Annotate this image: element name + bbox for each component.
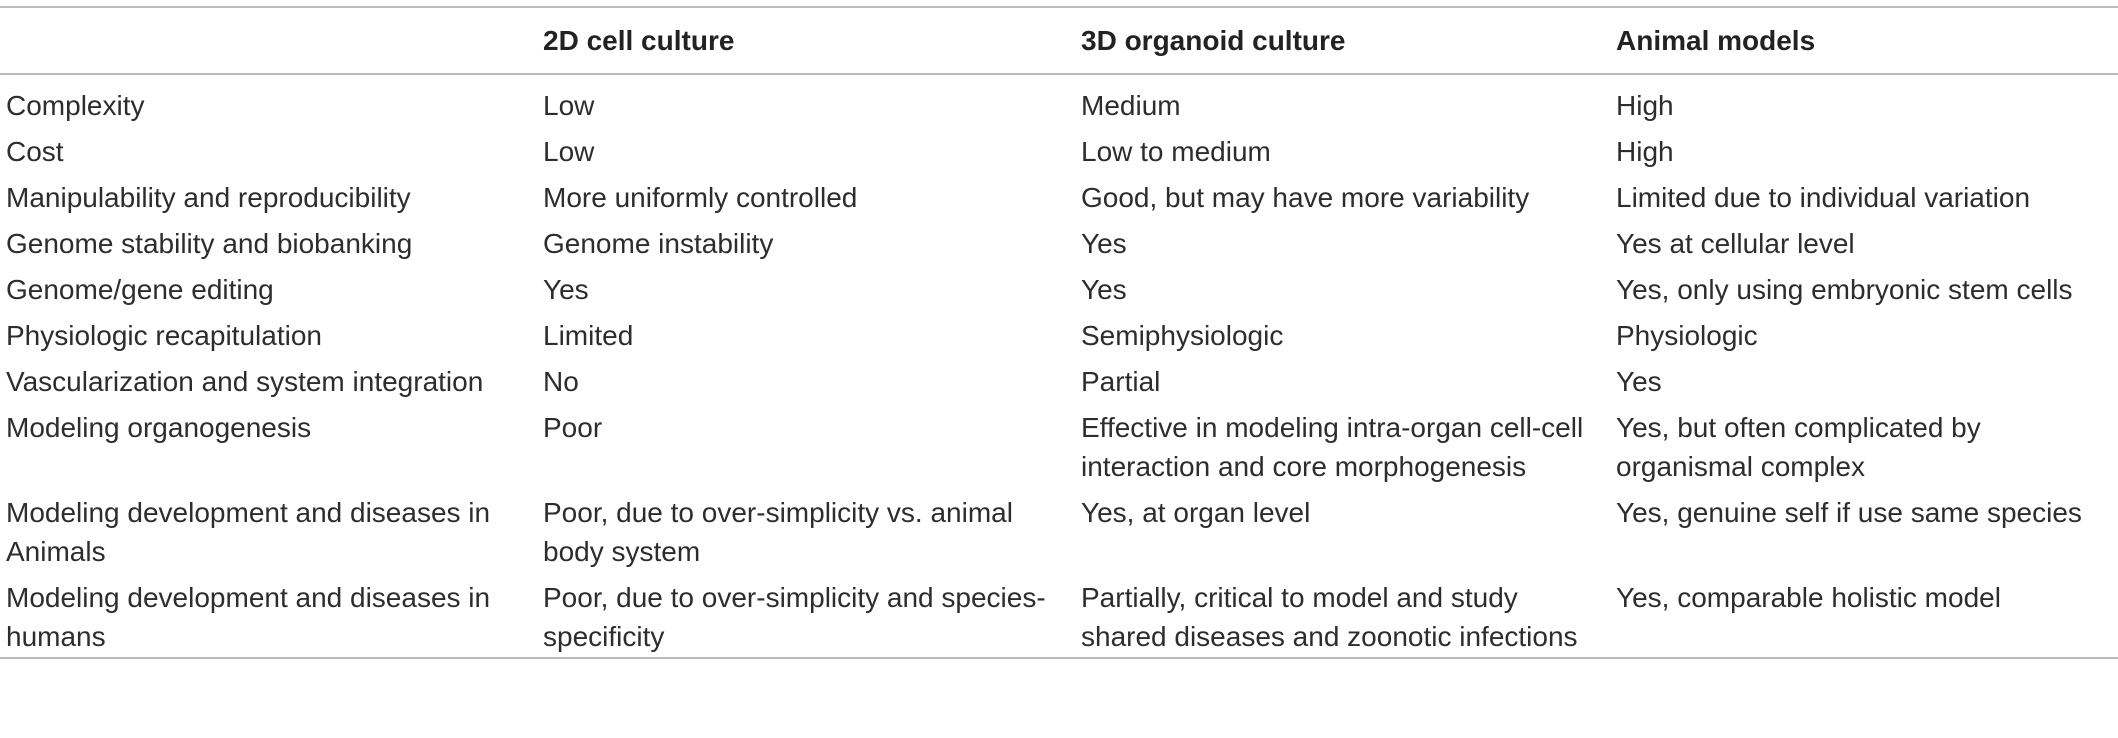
cell-2d-culture: More uniformly controlled xyxy=(543,182,858,213)
cell-3d-organoid: Effective in modeling intra-organ cell-c… xyxy=(1081,412,1584,482)
cell-2d-culture: Poor, due to over-simplicity vs. animal … xyxy=(543,497,1013,567)
cell-animal-models: Yes xyxy=(1616,366,1662,397)
cell-3d-organoid: Partial xyxy=(1081,366,1161,397)
table-row: Modeling development and diseases in hum… xyxy=(0,572,2118,658)
cell-animal-models: Yes at cellular level xyxy=(1616,228,1855,259)
table-row: Modeling development and diseases in Ani… xyxy=(0,487,2118,572)
table-row: Manipulability and reproducibility More u… xyxy=(0,172,2118,218)
cell-animal-models: Limited due to individual variation xyxy=(1616,182,2031,213)
cell-3d-organoid: Medium xyxy=(1081,90,1181,121)
header-cell-2d-cell-culture: 2D cell culture xyxy=(543,24,735,56)
feature-cell: Modeling development and diseases in Ani… xyxy=(6,497,491,567)
cell-2d-culture: Low xyxy=(543,90,595,121)
table-row: Modeling organogenesis Poor Effective in m… xyxy=(0,402,2118,487)
header-cell-animal-models: Animal models xyxy=(1616,24,1816,56)
feature-cell: Modeling organogenesis xyxy=(6,412,312,443)
header-cell-blank xyxy=(0,7,537,74)
cell-3d-organoid: Good, but may have more variability xyxy=(1081,182,1530,213)
cell-2d-culture: Poor xyxy=(543,412,603,443)
cell-2d-culture: Low xyxy=(543,136,595,167)
cell-animal-models: Yes, only using embryonic stem cells xyxy=(1616,274,2073,305)
feature-cell: Complexity xyxy=(6,90,145,121)
cell-animal-models: Yes, but often complicated by organismal… xyxy=(1616,412,1981,482)
table-header-row: 2D cell culture 3D organoid culture Anim… xyxy=(0,7,2118,74)
cell-animal-models: Yes, comparable holistic model xyxy=(1616,582,2001,613)
feature-cell: Genome/gene editing xyxy=(6,274,274,305)
feature-cell: Vascularization and system integration xyxy=(6,366,484,397)
table-row: Cost Low Low to medium High xyxy=(0,126,2118,172)
comparison-table: 2D cell culture 3D organoid culture Anim… xyxy=(0,6,2118,659)
table-row: Vascularization and system integration No… xyxy=(0,356,2118,402)
table-row: Genome stability and biobanking Genome in… xyxy=(0,218,2118,264)
table-row: Complexity Low Medium High xyxy=(0,74,2118,126)
table-body: Complexity Low Medium High Cost Low Low to med… xyxy=(0,74,2118,658)
cell-3d-organoid: Low to medium xyxy=(1081,136,1271,167)
cell-2d-culture: Genome instability xyxy=(543,228,774,259)
feature-cell: Cost xyxy=(6,136,64,167)
cell-3d-organoid: Yes, at organ level xyxy=(1081,497,1311,528)
feature-cell: Manipulability and reproducibility xyxy=(6,182,411,213)
cell-2d-culture: Limited xyxy=(543,320,634,351)
cell-animal-models: Physiologic xyxy=(1616,320,1758,351)
cell-2d-culture: Yes xyxy=(543,274,589,305)
cell-3d-organoid: Partially, critical to model and study s… xyxy=(1081,582,1578,652)
feature-cell: Genome stability and biobanking xyxy=(6,228,413,259)
feature-cell: Modeling development and diseases in hum… xyxy=(6,582,491,652)
cell-3d-organoid: Yes xyxy=(1081,274,1127,305)
cell-animal-models: Yes, genuine self if use same species xyxy=(1616,497,2082,528)
header-cell-3d-organoid-culture: 3D organoid culture xyxy=(1081,24,1346,56)
cell-3d-organoid: Yes xyxy=(1081,228,1127,259)
comparison-table-container: 2D cell culture 3D organoid culture Anim… xyxy=(0,6,2118,659)
cell-3d-organoid: Semiphysiologic xyxy=(1081,320,1284,351)
cell-animal-models: High xyxy=(1616,90,1674,121)
cell-2d-culture: No xyxy=(543,366,579,397)
cell-animal-models: High xyxy=(1616,136,1674,167)
feature-cell: Physiologic recapitulation xyxy=(6,320,322,351)
cell-2d-culture: Poor, due to over-simplicity and species… xyxy=(543,582,1046,652)
table-row: Physiologic recapitulation Limited Semiphy… xyxy=(0,310,2118,356)
table-row: Genome/gene editing Yes Yes Yes, only using… xyxy=(0,264,2118,310)
